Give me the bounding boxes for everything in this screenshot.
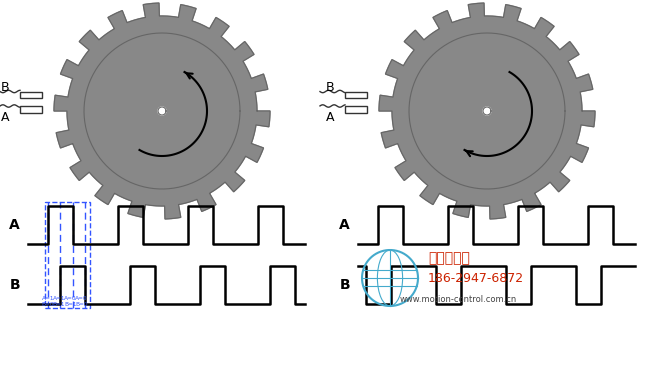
Polygon shape <box>158 107 166 115</box>
Text: B: B <box>9 278 20 292</box>
Text: A=0
B=0: A=0 B=0 <box>75 296 88 307</box>
Text: 西安德伍拓: 西安德伍拓 <box>428 251 470 265</box>
Text: 186-2947-6872: 186-2947-6872 <box>428 272 524 284</box>
Bar <box>20 92 42 98</box>
Text: B: B <box>1 81 9 93</box>
Text: A=1
B=0: A=1 B=0 <box>42 296 55 307</box>
Bar <box>345 106 367 112</box>
Text: A: A <box>1 111 9 123</box>
Text: A: A <box>9 218 20 232</box>
Text: B: B <box>326 81 334 93</box>
Text: A=1
B=1: A=1 B=1 <box>53 296 65 307</box>
Text: B: B <box>339 278 350 292</box>
Text: A: A <box>326 111 334 123</box>
Polygon shape <box>84 33 240 189</box>
Polygon shape <box>483 107 491 115</box>
Bar <box>45 202 90 308</box>
Polygon shape <box>379 3 595 219</box>
Bar <box>20 106 42 112</box>
Bar <box>345 92 367 98</box>
Text: A: A <box>339 218 350 232</box>
Polygon shape <box>409 33 565 189</box>
Polygon shape <box>54 3 270 219</box>
Text: A=0
B=1: A=0 B=1 <box>64 296 77 307</box>
Text: www.motion-control.com.cn: www.motion-control.com.cn <box>400 295 517 305</box>
